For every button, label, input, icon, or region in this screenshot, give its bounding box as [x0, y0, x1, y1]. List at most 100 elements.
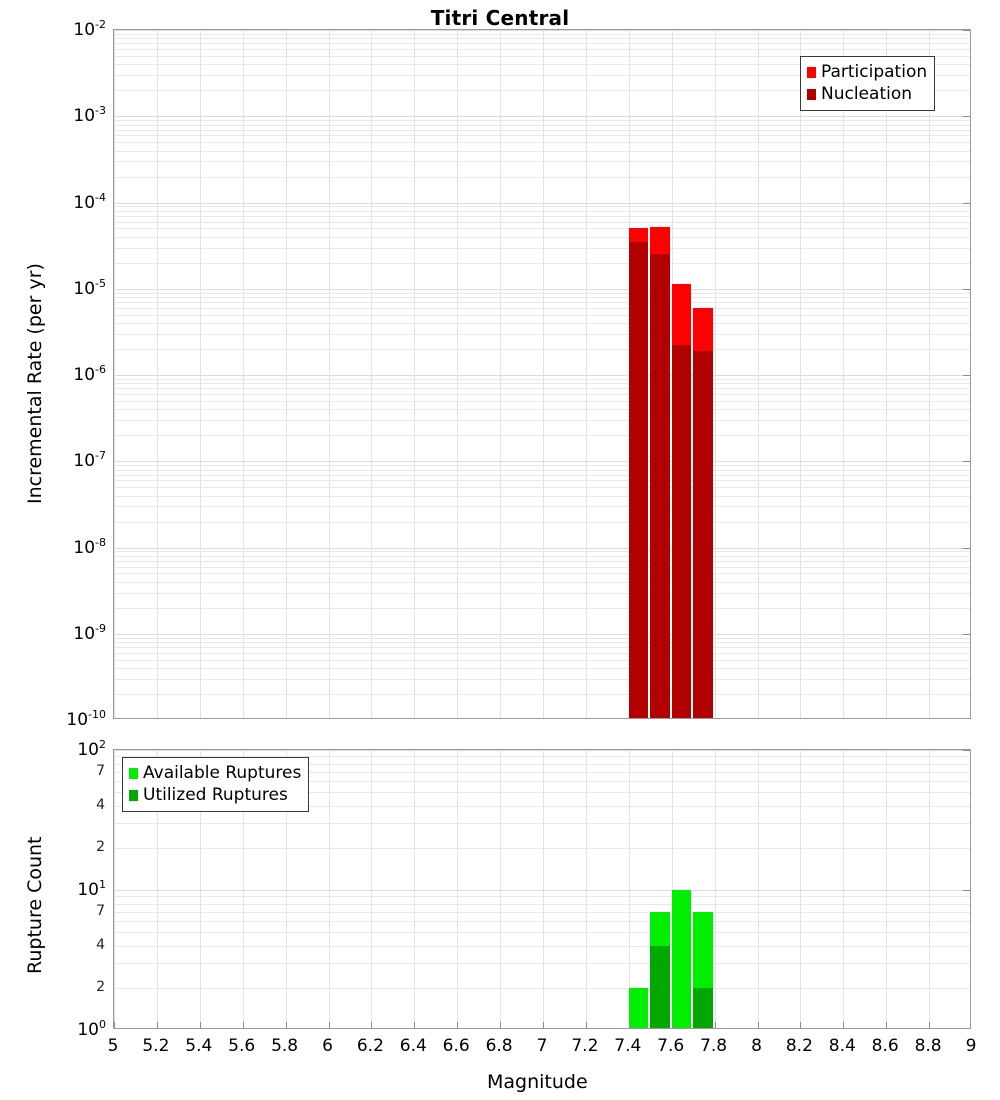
- gridline: [114, 202, 970, 204]
- legend-label: Nucleation: [821, 83, 913, 104]
- gridline-vertical: [500, 30, 502, 718]
- gridline-minor: [114, 228, 970, 230]
- gridline-minor: [114, 409, 970, 411]
- y-axis-tick-label: 10-8: [73, 535, 106, 558]
- gridline-vertical: [156, 750, 158, 1028]
- gridline: [114, 750, 970, 751]
- gridline-minor: [114, 469, 970, 471]
- gridline-vertical: [714, 30, 716, 718]
- bar-available: [628, 987, 649, 1028]
- x-axis-tick: [886, 1022, 888, 1028]
- x-axis-tick: [543, 1022, 544, 1028]
- gridline-minor: [114, 236, 970, 238]
- gridline-minor: [114, 823, 970, 825]
- x-axis-tick-label: 5.4: [185, 1036, 213, 1056]
- x-axis-tick: [285, 1022, 287, 1028]
- gridline-minor: [114, 903, 970, 905]
- gridline-vertical: [628, 750, 630, 1028]
- gridline-vertical: [414, 30, 416, 718]
- gridline-minor: [114, 521, 970, 523]
- bar-nucleation: [693, 350, 713, 718]
- gridline-vertical: [714, 750, 716, 1028]
- x-axis-tick-label: 7.6: [657, 1036, 685, 1056]
- x-axis-tick: [457, 1022, 459, 1028]
- bar-utilized: [650, 945, 670, 1028]
- gridline-minor: [114, 987, 970, 989]
- gridline-minor: [114, 963, 970, 965]
- legend-label: Utilized Ruptures: [143, 784, 288, 805]
- gridline-vertical: [800, 750, 802, 1028]
- y-axis-tick: [963, 375, 970, 376]
- x-axis-label: Magnitude: [487, 1071, 588, 1093]
- y-axis-tick: [963, 750, 970, 751]
- gridline-vertical: [800, 30, 802, 718]
- gridline-minor: [114, 911, 970, 913]
- gridline-minor: [114, 647, 970, 649]
- gridline-minor: [114, 64, 970, 66]
- legend-item: Participation: [807, 61, 927, 83]
- top-chart-legend: Participation Nucleation: [800, 56, 936, 111]
- y-axis-tick: [963, 30, 970, 31]
- gridline-minor: [114, 302, 970, 304]
- gridline-minor: [114, 124, 970, 126]
- gridline-minor: [114, 349, 970, 351]
- gridline-vertical: [457, 30, 459, 718]
- bar-nucleation: [628, 241, 649, 718]
- y-axis-tick-label: 10-9: [73, 621, 106, 644]
- x-axis-tick-label: 9: [965, 1036, 977, 1056]
- x-axis-tick-label: 8.4: [828, 1036, 856, 1056]
- y-axis-tick: [963, 461, 970, 463]
- gridline-vertical: [285, 750, 287, 1028]
- x-axis-tick-label: 8.6: [871, 1036, 899, 1056]
- gridline-minor: [114, 314, 970, 316]
- bottom-chart-legend: Available Ruptures Utilized Ruptures: [122, 757, 310, 812]
- gridline-minor: [114, 560, 970, 562]
- x-axis-tick-label: 5.8: [271, 1036, 299, 1056]
- gridline-minor: [114, 896, 970, 898]
- incremental-rate-plot: [113, 29, 971, 719]
- gridline-minor: [114, 49, 970, 51]
- gridline-minor: [114, 642, 970, 644]
- x-axis-tick: [628, 1022, 630, 1028]
- gridline: [114, 288, 970, 290]
- x-axis-tick-label: 6.6: [442, 1036, 470, 1056]
- gridline-minor: [114, 262, 970, 264]
- gridline-minor: [114, 142, 970, 144]
- gridline-vertical: [114, 30, 115, 718]
- gridline-vertical: [328, 750, 330, 1028]
- gridline-minor: [114, 378, 970, 380]
- gridline-minor: [114, 33, 970, 35]
- y-axis-tick-label: 102: [77, 738, 106, 760]
- gridline: [114, 633, 970, 635]
- gridline-vertical: [886, 750, 888, 1028]
- gridline-minor: [114, 781, 970, 783]
- gridline-minor: [114, 135, 970, 137]
- x-axis-tick: [371, 1022, 373, 1028]
- gridline-minor: [114, 43, 970, 45]
- gridline-vertical: [757, 30, 759, 718]
- gridline-minor: [114, 555, 970, 557]
- y-axis-tick: [963, 633, 970, 635]
- bar-utilized: [693, 987, 713, 1028]
- x-axis-tick-label: 7.8: [700, 1036, 728, 1056]
- gridline-minor: [114, 400, 970, 402]
- gridline-minor: [114, 581, 970, 583]
- y-axis-tick-label: 10-4: [73, 190, 106, 213]
- gridline-minor: [114, 668, 970, 670]
- gridline-vertical: [543, 750, 544, 1028]
- x-axis-tick-label: 7.2: [571, 1036, 599, 1056]
- bar-nucleation: [650, 254, 670, 718]
- gridline: [114, 461, 970, 463]
- gridline-vertical: [671, 750, 673, 1028]
- y-axis-tick-label: 10-2: [73, 18, 106, 40]
- x-axis-tick: [929, 1022, 931, 1028]
- x-axis-tick: [843, 1022, 845, 1028]
- gridline-minor: [114, 847, 970, 849]
- gridline-minor: [114, 932, 970, 934]
- gridline: [114, 116, 970, 118]
- y-axis-tick-label: 10-5: [73, 276, 106, 299]
- gridline-minor: [114, 307, 970, 309]
- gridline-vertical: [929, 750, 931, 1028]
- gridline-minor: [114, 420, 970, 422]
